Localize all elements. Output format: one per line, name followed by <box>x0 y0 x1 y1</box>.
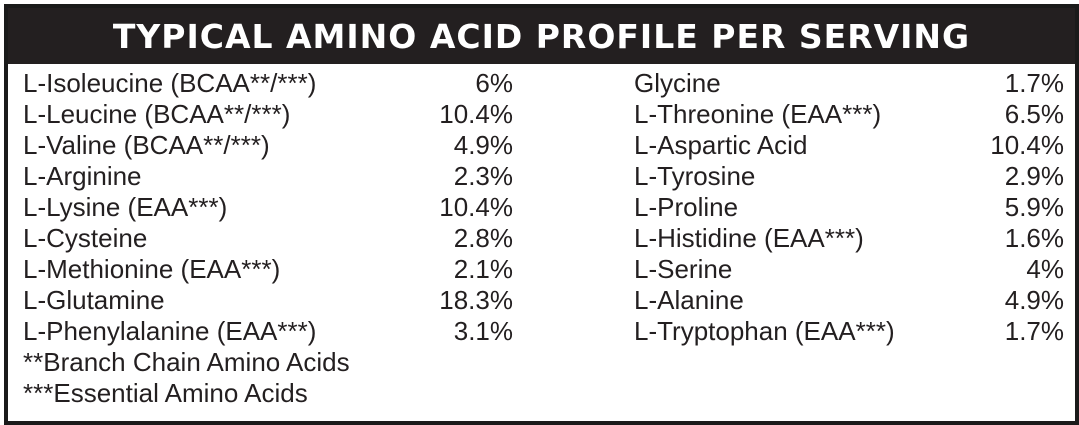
amino-row: L-Serine 4% <box>634 254 1064 285</box>
amino-name: L-Leucine (BCAA**/***) <box>23 99 291 129</box>
amino-name: L-Histidine (EAA***) <box>634 223 864 253</box>
amino-name: L-Serine <box>634 254 733 284</box>
amino-name: L-Arginine <box>23 161 142 191</box>
amino-percent: 10.4% <box>439 192 513 222</box>
amino-row: Glycine 1.7% <box>634 68 1064 99</box>
amino-name: L-Tryptophan (EAA***) <box>634 316 895 346</box>
amino-row: L-Isoleucine (BCAA**/***) 6% <box>23 68 513 99</box>
amino-name: L-Methionine (EAA***) <box>23 254 281 284</box>
amino-percent: 2.9% <box>1004 161 1064 191</box>
amino-percent: 3.1% <box>453 316 513 346</box>
amino-percent: 2.3% <box>453 161 513 191</box>
amino-row: L-Arginine 2.3% <box>23 161 513 192</box>
amino-name: L-Alanine <box>634 285 744 315</box>
amino-percent: 1.7% <box>1004 316 1064 346</box>
title-bar: TYPICAL AMINO ACID PROFILE PER SERVING <box>8 8 1075 64</box>
amino-percent: 1.6% <box>1004 223 1064 253</box>
amino-percent: 1.7% <box>1004 68 1064 98</box>
amino-name: L-Threonine (EAA***) <box>634 99 882 129</box>
amino-name: Glycine <box>634 68 721 98</box>
amino-percent: 4% <box>1026 254 1064 284</box>
amino-row: L-Alanine 4.9% <box>634 285 1064 316</box>
amino-name: L-Isoleucine (BCAA**/***) <box>23 68 317 98</box>
amino-name: L-Aspartic Acid <box>634 130 808 160</box>
amino-percent: 6% <box>475 68 513 98</box>
footnote-bcaa: **Branch Chain Amino Acids <box>23 347 350 377</box>
amino-row: L-Leucine (BCAA**/***) 10.4% <box>23 99 513 130</box>
amino-row: L-Tyrosine 2.9% <box>634 161 1064 192</box>
amino-name: L-Tyrosine <box>634 161 756 191</box>
amino-row: L-Valine (BCAA**/***) 4.9% <box>23 130 513 161</box>
amino-row: L-Threonine (EAA***) 6.5% <box>634 99 1064 130</box>
amino-percent: 2.8% <box>453 223 513 253</box>
amino-name: L-Phenylalanine (EAA***) <box>23 316 317 346</box>
amino-name: L-Cysteine <box>23 223 148 253</box>
panel-title: TYPICAL AMINO ACID PROFILE PER SERVING <box>112 16 971 56</box>
amino-row: L-Aspartic Acid 10.4% <box>634 130 1064 161</box>
amino-row: L-Histidine (EAA***) 1.6% <box>634 223 1064 254</box>
amino-percent: 4.9% <box>1004 285 1064 315</box>
amino-percent: 2.1% <box>453 254 513 284</box>
amino-percent: 4.9% <box>453 130 513 160</box>
amino-percent: 10.4% <box>439 99 513 129</box>
footnote-eaa: ***Essential Amino Acids <box>23 378 308 408</box>
left-column: L-Isoleucine (BCAA**/***) 6% L-Leucine (… <box>23 68 513 347</box>
amino-name: L-Lysine (EAA***) <box>23 192 228 222</box>
amino-row: L-Lysine (EAA***) 10.4% <box>23 192 513 223</box>
amino-percent: 10.4% <box>990 130 1064 160</box>
amino-row: L-Tryptophan (EAA***) 1.7% <box>634 316 1064 347</box>
amino-name: L-Valine (BCAA**/***) <box>23 130 270 160</box>
amino-row: L-Methionine (EAA***) 2.1% <box>23 254 513 285</box>
right-column: Glycine 1.7% L-Threonine (EAA***) 6.5% L… <box>634 68 1064 347</box>
amino-row: L-Cysteine 2.8% <box>23 223 513 254</box>
amino-row: L-Phenylalanine (EAA***) 3.1% <box>23 316 513 347</box>
amino-row: L-Proline 5.9% <box>634 192 1064 223</box>
amino-percent: 6.5% <box>1004 99 1064 129</box>
amino-percent: 18.3% <box>439 285 513 315</box>
amino-percent: 5.9% <box>1004 192 1064 222</box>
amino-name: L-Glutamine <box>23 285 165 315</box>
footnotes: **Branch Chain Amino Acids ***Essential … <box>23 347 350 409</box>
amino-acid-panel: TYPICAL AMINO ACID PROFILE PER SERVING L… <box>4 4 1079 425</box>
amino-row: L-Glutamine 18.3% <box>23 285 513 316</box>
amino-name: L-Proline <box>634 192 739 222</box>
